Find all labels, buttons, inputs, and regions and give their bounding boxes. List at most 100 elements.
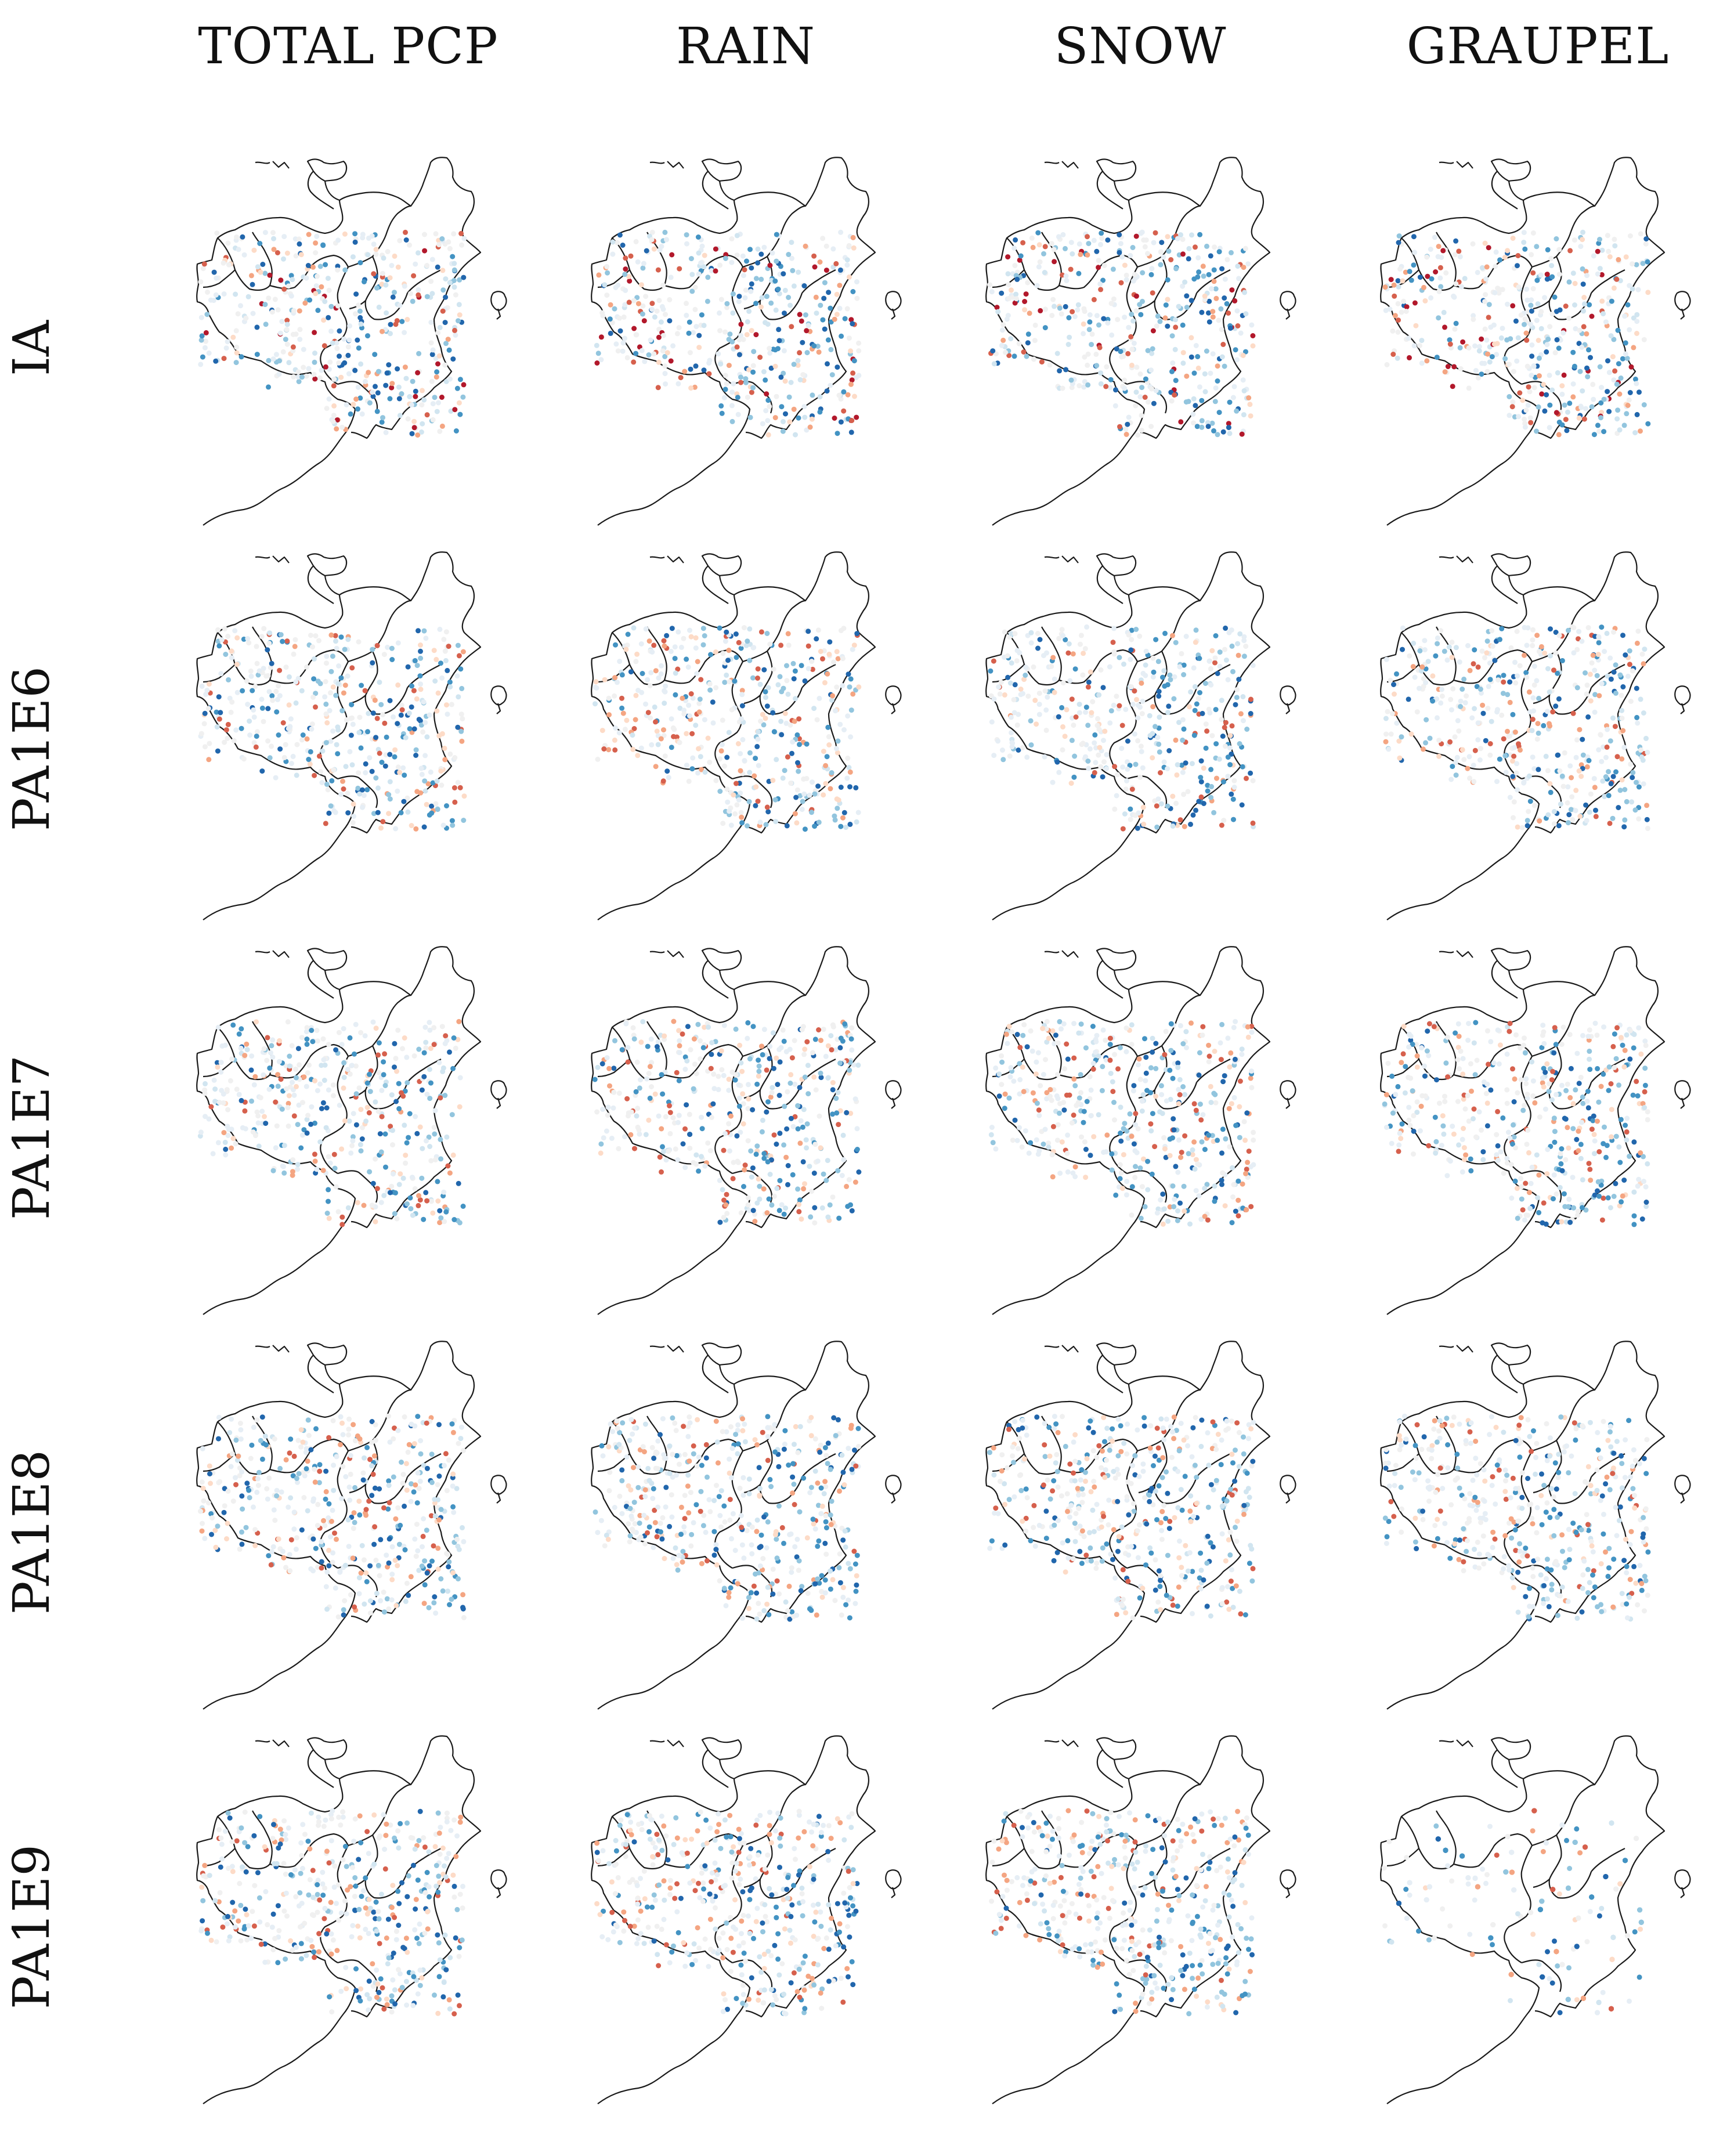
station-point <box>1577 814 1583 819</box>
station-point <box>634 1113 640 1119</box>
station-point <box>1505 692 1511 698</box>
station-point <box>1595 652 1601 658</box>
station-point <box>1623 340 1628 346</box>
station-point <box>335 681 341 687</box>
station-point <box>1628 699 1634 704</box>
station-point <box>359 411 365 417</box>
station-point <box>723 1202 729 1208</box>
station-point <box>595 351 601 356</box>
station-point <box>707 687 713 693</box>
station-point <box>1017 650 1023 656</box>
station-point <box>383 752 389 758</box>
station-point <box>1442 369 1448 375</box>
station-point <box>384 734 389 740</box>
station-point <box>755 666 761 672</box>
station-point <box>403 1153 409 1158</box>
station-point <box>676 1028 682 1034</box>
station-point <box>1088 669 1093 675</box>
station-point <box>721 1215 727 1220</box>
station-point <box>700 1045 706 1050</box>
station-point <box>266 689 272 695</box>
station-point <box>324 781 330 787</box>
region-boundary <box>1096 948 1137 972</box>
station-point <box>1072 666 1078 672</box>
station-point <box>327 1160 333 1166</box>
station-point <box>1243 1171 1248 1176</box>
station-point <box>208 1104 214 1110</box>
station-point <box>1233 702 1238 707</box>
station-point <box>677 740 682 745</box>
station-point <box>439 782 445 788</box>
station-point <box>1013 291 1019 297</box>
station-point <box>789 255 794 261</box>
station-point <box>1129 312 1135 317</box>
station-point <box>700 626 706 631</box>
station-point <box>326 315 331 320</box>
station-point <box>1190 1151 1195 1157</box>
region-boundary <box>269 649 349 684</box>
station-point <box>648 715 653 721</box>
region-boundary <box>255 950 290 958</box>
station-point <box>1132 731 1137 737</box>
station-point <box>699 767 705 772</box>
station-point <box>1137 1165 1143 1171</box>
station-point <box>1054 1137 1060 1143</box>
station-point <box>346 371 352 377</box>
station-point <box>1186 256 1191 262</box>
station-point <box>778 642 784 648</box>
station-point <box>739 820 745 826</box>
station-point <box>1524 818 1530 824</box>
station-point <box>1209 286 1214 291</box>
region-boundary <box>1044 555 1079 564</box>
station-point <box>381 1059 386 1065</box>
station-point <box>1226 630 1232 635</box>
station-point <box>1036 702 1042 707</box>
station-point <box>1544 342 1550 348</box>
station-point <box>1108 1071 1114 1077</box>
station-point <box>850 234 856 240</box>
station-point <box>273 352 279 357</box>
station-point <box>663 381 669 387</box>
station-point <box>400 765 406 771</box>
station-point <box>1139 428 1144 433</box>
station-point <box>443 378 449 384</box>
station-point <box>1226 421 1231 427</box>
station-point <box>1176 304 1182 309</box>
station-point <box>838 229 844 235</box>
station-point <box>203 1114 208 1119</box>
station-point <box>373 384 378 389</box>
station-point <box>833 1096 839 1102</box>
station-point <box>605 1104 611 1110</box>
station-point <box>240 688 245 694</box>
station-point <box>849 1047 855 1053</box>
station-point <box>1129 346 1135 352</box>
station-point <box>1213 1100 1219 1106</box>
station-point <box>724 301 730 306</box>
station-point <box>1645 825 1650 831</box>
station-point <box>435 264 440 270</box>
station-point <box>774 232 779 237</box>
station-point <box>1046 1144 1052 1150</box>
station-point <box>840 656 846 662</box>
station-point <box>1211 279 1217 284</box>
station-point <box>1238 711 1244 717</box>
station-point <box>1544 709 1550 714</box>
station-point <box>236 1092 242 1097</box>
station-point <box>1619 716 1625 721</box>
station-point <box>1611 337 1617 342</box>
station-point <box>848 1110 854 1116</box>
station-point <box>413 1114 418 1119</box>
station-point <box>211 269 217 275</box>
station-point <box>1247 402 1253 407</box>
station-point <box>254 324 260 330</box>
station-point <box>340 778 345 784</box>
station-point <box>684 312 689 318</box>
station-point <box>699 1154 704 1160</box>
station-point <box>325 787 331 793</box>
station-point <box>777 1178 783 1183</box>
station-point <box>626 274 632 279</box>
station-point <box>662 753 668 759</box>
station-point <box>1547 781 1553 786</box>
station-point <box>702 1163 708 1169</box>
station-point <box>270 356 276 362</box>
